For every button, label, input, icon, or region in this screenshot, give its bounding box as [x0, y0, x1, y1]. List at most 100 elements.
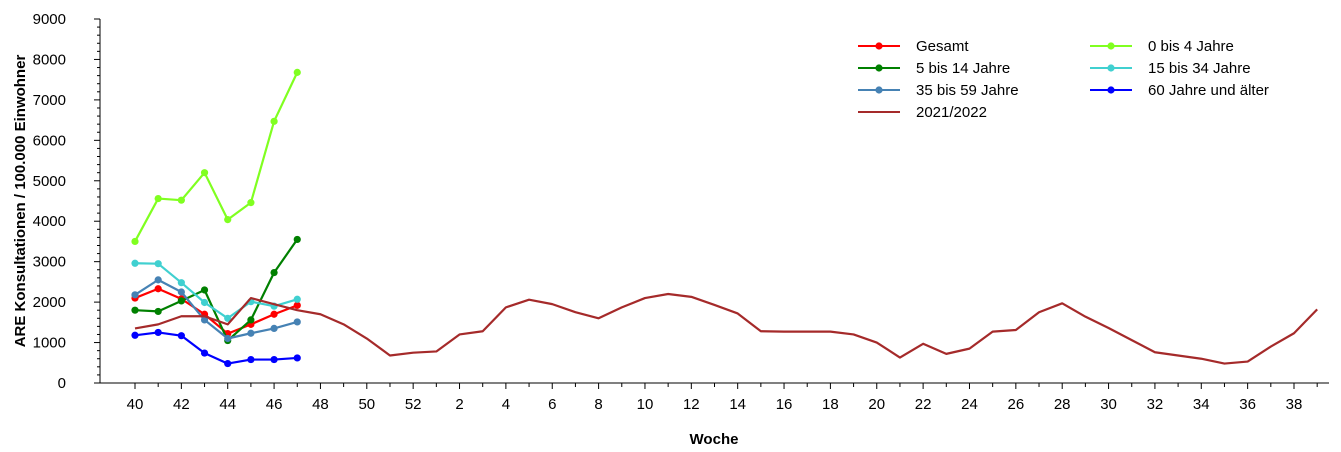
legend-item: Gesamt [858, 38, 969, 55]
data-point [154, 276, 162, 284]
series-line [134, 287, 298, 335]
legend-label: 60 Jahre und älter [1148, 82, 1269, 99]
legend-label: 15 bis 34 Jahre [1148, 60, 1251, 77]
legend-item: 60 Jahre und älter [1090, 82, 1269, 99]
series-line [134, 238, 299, 342]
series-7 [134, 292, 1318, 365]
x-tick-label: 36 [1239, 396, 1256, 413]
y-tick-label: 6000 [33, 132, 66, 149]
data-point [131, 291, 139, 299]
data-point [224, 216, 232, 224]
x-tick-label: 30 [1100, 396, 1117, 413]
data-point [270, 324, 278, 332]
series-5 [131, 276, 301, 343]
data-point [293, 301, 301, 309]
x-tick-label: 12 [683, 396, 700, 413]
legend-label: 0 bis 4 Jahre [1148, 38, 1234, 55]
legend-label: 2021/2022 [916, 104, 987, 121]
x-tick-label: 2 [455, 396, 463, 413]
legend-swatch-marker [875, 86, 883, 94]
data-point [177, 288, 185, 296]
data-point [177, 297, 185, 305]
series-line [134, 71, 299, 242]
x-tick-label: 44 [219, 396, 236, 413]
legend-swatch-marker [875, 64, 883, 72]
data-point [154, 307, 162, 316]
data-point [247, 329, 255, 337]
legend-item: 15 bis 34 Jahre [1090, 60, 1251, 77]
legend-item: 2021/2022 [858, 104, 987, 121]
series-layer [131, 68, 1318, 368]
data-point [177, 332, 185, 340]
data-point [293, 354, 301, 362]
data-point [293, 68, 301, 76]
x-tick-label: 40 [127, 396, 144, 413]
x-tick-label: 18 [822, 396, 839, 413]
data-point [131, 237, 139, 246]
x-tick-label: 6 [548, 396, 556, 413]
y-tick-label: 1000 [33, 335, 66, 352]
x-tick-label: 20 [868, 396, 885, 413]
data-point [200, 298, 209, 307]
data-point [224, 359, 232, 368]
data-point [177, 196, 185, 204]
series-line [134, 262, 298, 320]
y-tick-label: 0 [58, 375, 66, 392]
x-tick-label: 42 [173, 396, 190, 413]
y-tick-label: 7000 [33, 92, 66, 109]
data-point [293, 295, 301, 303]
x-tick-label: 32 [1147, 396, 1164, 413]
y-tick-label: 2000 [33, 294, 66, 311]
y-tick-label: 3000 [33, 254, 66, 271]
data-point [293, 318, 301, 326]
data-point [131, 331, 139, 339]
x-tick-label: 16 [776, 396, 793, 413]
y-tick-label: 4000 [33, 213, 66, 230]
legend-label: Gesamt [916, 38, 969, 55]
legend-label: 5 bis 14 Jahre [916, 60, 1010, 77]
legend-label: 35 bis 59 Jahre [916, 82, 1019, 99]
legend-item: 5 bis 14 Jahre [858, 60, 1010, 77]
x-tick-label: 22 [915, 396, 932, 413]
x-tick-label: 28 [1054, 396, 1071, 413]
legend-swatch-marker [1107, 86, 1115, 94]
x-tick-label: 50 [358, 396, 375, 413]
x-tick-label: 38 [1286, 396, 1303, 413]
legend-item: 35 bis 59 Jahre [858, 82, 1019, 99]
data-point [247, 355, 255, 364]
x-axis-title: Woche [690, 431, 739, 448]
data-point [200, 349, 209, 357]
data-point [200, 286, 209, 294]
series-line [134, 278, 298, 340]
series-6 [131, 328, 301, 368]
legend-swatch-marker [1107, 64, 1115, 72]
data-point [200, 169, 209, 177]
x-tick-label: 34 [1193, 396, 1210, 413]
axes: 0 1000 2000 3000 4000 5000 6000 7000 8000 9000 40 4… [33, 11, 1329, 413]
data-point [224, 334, 232, 343]
data-point [270, 310, 278, 318]
x-tick-label: 10 [637, 396, 654, 413]
legend-item: 0 bis 4 Jahre [1090, 38, 1234, 55]
x-tick-label: 14 [729, 396, 746, 413]
legend-swatch-marker [1107, 42, 1115, 50]
x-tick-label: 26 [1007, 396, 1024, 413]
data-point [270, 117, 278, 125]
data-point [270, 268, 278, 277]
data-point [154, 285, 162, 293]
data-point [154, 328, 162, 337]
x-tick-label: 52 [405, 396, 422, 413]
x-tick-label: 46 [266, 396, 283, 413]
y-tick-label: 8000 [33, 51, 66, 68]
x-tick-label: 24 [961, 396, 978, 413]
legend-swatch-marker [875, 42, 883, 50]
series-line [134, 331, 298, 365]
y-tick-label: 9000 [33, 11, 66, 28]
data-point [131, 259, 139, 267]
series-line [134, 292, 1318, 365]
data-point [247, 199, 255, 207]
legend: Gesamt 0 bis 4 Jahre 5 bis 14 Jahre 15 bis … [858, 38, 1269, 121]
x-tick-label: 4 [502, 396, 510, 413]
y-axis-title: ARE Konsultationen / 100.000 Einwohner [12, 55, 29, 348]
